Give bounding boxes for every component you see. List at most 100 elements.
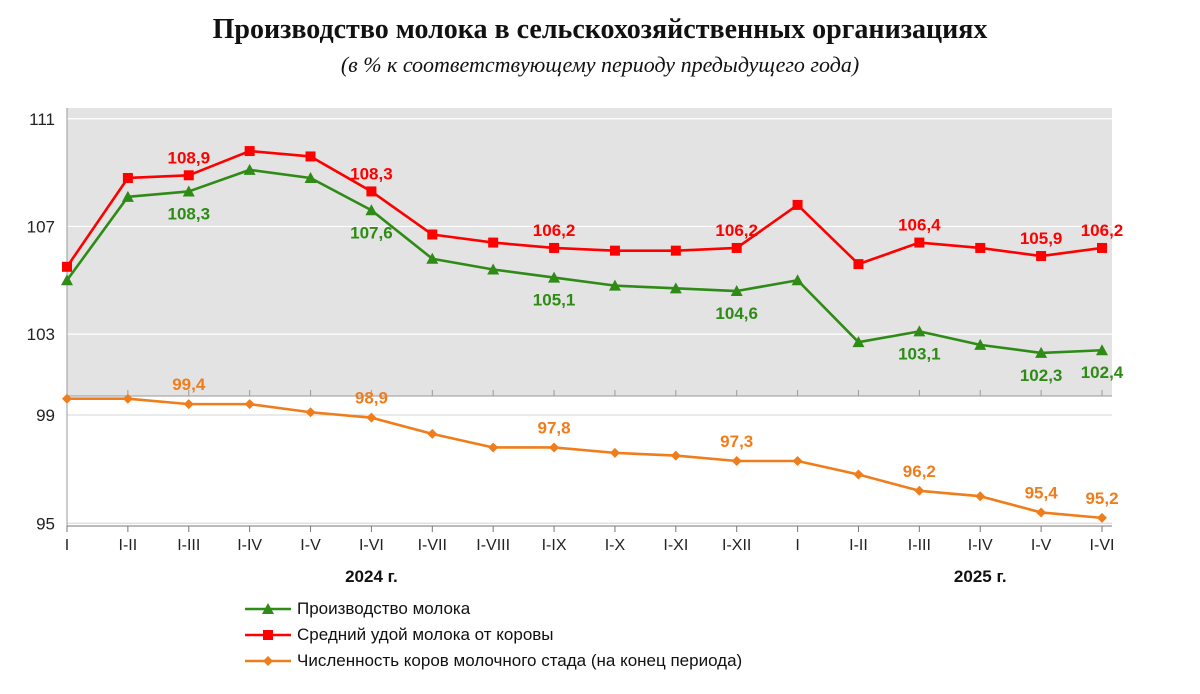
y-tick-label-upper: 111 (29, 110, 55, 129)
data-point-milk-production (487, 263, 500, 275)
data-point-milk-production (121, 190, 134, 202)
legend-marker-milk-yield (263, 630, 273, 640)
x-tick-label: I-II (119, 537, 138, 554)
data-point-milk-production (182, 185, 195, 197)
series-line-cow-herd (67, 397, 1103, 520)
x-tick-label: I-IV (968, 537, 993, 554)
legend-label-milk-production: Производство молока (297, 599, 471, 618)
data-label-milk-production: 102,4 (1081, 363, 1124, 382)
year-label: 2024 г. (345, 567, 398, 586)
data-point-milk-yield (853, 259, 864, 270)
data-label-cow-herd: 99,4 (172, 375, 206, 394)
legend-item-cow-herd: Численность коров молочного стада (на ко… (243, 648, 742, 674)
chart-title: Производство молока в сельскохозяйственн… (212, 14, 988, 45)
data-point-cow-herd (427, 428, 438, 439)
x-tick-label: I (795, 537, 799, 554)
legend-swatch-cow-herd (245, 656, 291, 666)
upper-plot-area (67, 108, 1112, 396)
legend: Производство молока Средний удой молока … (243, 596, 742, 674)
data-point-milk-yield (488, 237, 499, 248)
data-point-milk-production (243, 163, 256, 175)
data-point-milk-yield (305, 151, 316, 162)
x-tick-label: I-V (1031, 537, 1052, 554)
data-label-milk-production: 102,3 (1020, 366, 1063, 385)
data-point-cow-herd (62, 393, 72, 404)
data-point-milk-yield (244, 146, 255, 157)
data-point-milk-production (426, 252, 439, 264)
data-point-milk-production (548, 271, 561, 283)
data-point-milk-production (1096, 344, 1108, 356)
data-point-milk-production (669, 282, 682, 294)
x-tick-label: I-VII (418, 537, 447, 554)
x-tick-label: I-II (849, 537, 868, 554)
series-line-milk-yield (65, 149, 1103, 268)
x-tick-label: I-IX (542, 537, 567, 554)
data-point-cow-herd (609, 447, 620, 458)
data-point-cow-herd (1036, 507, 1047, 518)
data-point-cow-herd (853, 469, 864, 480)
x-tick-label: I-III (908, 537, 931, 554)
data-label-cow-herd: 98,9 (355, 389, 388, 408)
x-tick-label: I-V (300, 537, 321, 554)
data-point-milk-yield (62, 261, 72, 272)
data-point-cow-herd (1097, 512, 1107, 523)
legend-item-milk-production: Производство молока (243, 596, 742, 622)
data-label-milk-yield: 106,2 (1081, 221, 1124, 240)
data-point-milk-yield (975, 242, 986, 253)
data-point-cow-herd (914, 485, 925, 496)
legend-marker-milk-production (262, 603, 274, 614)
x-tick-label: I-X (605, 537, 626, 554)
y-tick-label-upper: 103 (27, 325, 55, 344)
legend-marker-cow-herd (263, 656, 273, 666)
data-point-cow-herd (366, 412, 377, 423)
data-point-milk-yield (183, 170, 194, 181)
data-label-cow-herd: 97,3 (720, 432, 753, 451)
data-label-milk-yield: 106,2 (533, 221, 576, 240)
legend-label-cow-herd: Численность коров молочного стада (на ко… (297, 651, 743, 670)
data-point-cow-herd (122, 393, 133, 404)
data-point-cow-herd (549, 442, 560, 453)
data-label-cow-herd: 95,2 (1085, 489, 1118, 508)
data-point-cow-herd (670, 450, 681, 461)
data-point-milk-production (974, 338, 987, 350)
data-point-milk-production (791, 274, 804, 286)
data-point-cow-herd (244, 399, 255, 410)
data-point-milk-yield (1036, 251, 1047, 262)
data-point-milk-production (730, 285, 743, 297)
data-point-milk-production (913, 325, 926, 337)
data-label-milk-production: 104,6 (715, 304, 758, 323)
y-tick-label-upper: 107 (27, 217, 55, 236)
series-line-milk-production (65, 168, 1103, 355)
data-point-milk-yield (427, 229, 438, 240)
legend-item-milk-yield: Средний удой молока от коровы (243, 622, 742, 648)
x-tick-label: I-XII (722, 537, 751, 554)
data-point-milk-yield (609, 245, 620, 256)
data-point-milk-production (852, 336, 865, 348)
x-tick-label: I-XI (663, 537, 688, 554)
x-tick-label: I-IV (237, 537, 262, 554)
data-label-cow-herd: 97,8 (538, 418, 571, 437)
data-point-milk-yield (731, 242, 742, 253)
year-label: 2025 г. (954, 567, 1007, 586)
data-point-milk-production (608, 279, 621, 291)
data-point-milk-production (1035, 346, 1048, 358)
data-point-milk-production (61, 274, 73, 286)
x-tick-label: I-III (177, 537, 200, 554)
lower-plot-area (67, 396, 1112, 526)
data-label-milk-production: 105,1 (533, 291, 576, 310)
data-point-milk-yield (914, 237, 925, 248)
data-point-cow-herd (183, 399, 194, 410)
data-point-cow-herd (792, 456, 803, 466)
data-point-milk-yield (122, 172, 133, 183)
legend-swatch-milk-production (245, 603, 291, 614)
data-point-milk-yield (670, 245, 681, 256)
y-tick-label-lower: 95 (36, 514, 55, 533)
data-point-cow-herd (975, 491, 986, 502)
data-label-milk-yield: 108,9 (167, 148, 210, 167)
data-label-cow-herd: 95,4 (1025, 483, 1059, 502)
data-label-milk-production: 103,1 (898, 344, 941, 363)
data-label-milk-yield: 108,3 (350, 164, 393, 183)
data-point-milk-yield (792, 199, 803, 210)
chart-subtitle: (в % к соответствующему периоду предыдущ… (340, 52, 860, 77)
